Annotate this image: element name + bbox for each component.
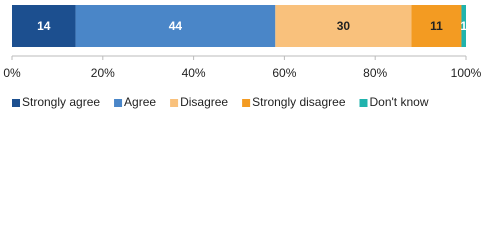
legend-swatch bbox=[114, 99, 123, 107]
x-tick-label: 20% bbox=[91, 66, 115, 80]
legend-swatch bbox=[170, 99, 179, 107]
legend-swatch bbox=[242, 99, 251, 107]
data-label: 30 bbox=[337, 19, 351, 33]
data-label: 44 bbox=[169, 19, 183, 33]
legend-swatch bbox=[12, 99, 20, 107]
x-tick-label: 40% bbox=[182, 66, 206, 80]
data-label: 11 bbox=[430, 19, 443, 33]
x-tick-label: 60% bbox=[272, 66, 296, 80]
bar-segment bbox=[461, 5, 466, 47]
legend-label: Disagree bbox=[180, 95, 228, 109]
legend-label: Agree bbox=[124, 95, 156, 109]
legend-swatch bbox=[359, 99, 368, 107]
x-tick-label: 80% bbox=[363, 66, 387, 80]
bar-segment bbox=[75, 5, 276, 47]
x-tick-label: 100% bbox=[451, 66, 482, 80]
data-label: 1 bbox=[460, 19, 467, 33]
legend-label: Strongly agree bbox=[22, 95, 100, 109]
x-tick-label: 0% bbox=[3, 66, 21, 80]
legend-label: Strongly disagree bbox=[252, 95, 346, 109]
bar-segment bbox=[275, 5, 412, 47]
chart: 14 44 30 11 10% 20% 40% 60% 80% 100%Strongly agre… bbox=[3, 5, 482, 109]
data-label: 14 bbox=[37, 19, 51, 33]
bar-segment bbox=[411, 5, 462, 47]
bar-segment bbox=[12, 5, 76, 47]
legend-label: Don't know bbox=[370, 95, 429, 109]
